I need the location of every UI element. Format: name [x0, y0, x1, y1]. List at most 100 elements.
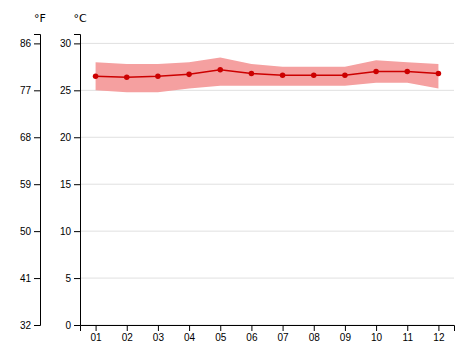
tick-mark [74, 231, 80, 232]
tick-label: 20 [60, 132, 72, 143]
tick-label: 41 [20, 273, 32, 284]
tick-label: 10 [60, 226, 72, 237]
marker [373, 69, 379, 75]
tick: 03 [153, 325, 165, 343]
tick-label: 02 [122, 332, 134, 343]
tick-mark [34, 184, 40, 185]
tick-label: 50 [20, 226, 32, 237]
tick-mark [438, 325, 439, 331]
chart: 0102030405060708091011120510152025303241… [0, 0, 474, 355]
marker [217, 67, 223, 73]
tick-label: 86 [20, 38, 32, 49]
grid-line [80, 43, 454, 44]
x-axis: 01 02 03 04 05 06 07 08 09 10 11 12 [81, 325, 455, 343]
tick-label: 25 [60, 85, 72, 96]
grid-line [80, 278, 454, 279]
tick: 25 [60, 85, 80, 96]
tick: 20 [60, 132, 80, 143]
tick-mark [74, 325, 80, 326]
tick-mark [74, 90, 80, 91]
grid-line [80, 231, 454, 232]
tick-label: 08 [309, 332, 321, 343]
tick-mark [314, 325, 315, 331]
tick-label: 15 [60, 179, 72, 190]
tick-label: 07 [278, 332, 290, 343]
tick: 30 [60, 38, 80, 49]
tick-label: 05 [215, 332, 227, 343]
tick: 11 [403, 325, 414, 343]
tick: 09 [340, 325, 352, 343]
tick-mark [34, 137, 40, 138]
tick-mark [251, 325, 252, 331]
tick-label: 01 [91, 332, 103, 343]
tick-label: 32 [20, 320, 32, 331]
axis-title: °C [73, 12, 87, 25]
marker [155, 73, 161, 79]
tick-mark [96, 325, 97, 331]
tick: 68 [20, 132, 40, 143]
tick: 0 [65, 320, 80, 331]
tick: 59 [20, 179, 40, 190]
y2-axis: 32 41 50 59 68 77 86 [20, 35, 41, 331]
tick: 02 [122, 325, 134, 343]
tick-label: 30 [60, 38, 72, 49]
tick: 04 [184, 325, 196, 343]
tick-label: 06 [246, 332, 258, 343]
marker [93, 73, 99, 79]
grid [80, 43, 454, 325]
tick: 06 [246, 325, 258, 343]
tick-mark [74, 278, 80, 279]
tick-mark [34, 231, 40, 232]
grid-line [80, 184, 454, 185]
tick: 10 [371, 325, 383, 343]
tick: 01 [91, 325, 103, 343]
tick: 12 [433, 325, 445, 343]
tick: 15 [60, 179, 80, 190]
tick-mark [34, 325, 40, 326]
marker [280, 73, 286, 79]
tick: 10 [60, 226, 80, 237]
tick-mark [283, 325, 284, 331]
tick-mark [220, 325, 221, 331]
tick: 08 [309, 325, 321, 343]
marker [436, 71, 442, 77]
tick-mark [345, 325, 346, 331]
tick-mark [158, 325, 159, 331]
tick-mark [74, 137, 80, 138]
tick-mark [189, 325, 190, 331]
marker [311, 73, 317, 79]
line [96, 70, 439, 78]
marker [342, 73, 348, 79]
axis-line [74, 35, 81, 326]
marker [186, 72, 192, 78]
tick-mark [376, 325, 377, 331]
tick-mark [407, 325, 408, 331]
tick: 77 [20, 85, 40, 96]
range-band [96, 57, 439, 92]
tick-label: 09 [340, 332, 352, 343]
tick-label: 77 [20, 85, 32, 96]
tick-mark [74, 43, 80, 44]
tick: 07 [278, 325, 290, 343]
axis-line [81, 326, 455, 332]
tick: 32 [20, 320, 40, 331]
tick-mark [74, 184, 80, 185]
marker [124, 74, 130, 80]
tick-mark [127, 325, 128, 331]
axis-title: °F [34, 12, 46, 25]
tick: 41 [20, 273, 40, 284]
tick: 5 [65, 273, 80, 284]
tick-label: 04 [184, 332, 196, 343]
tick-mark [34, 90, 40, 91]
tick-mark [34, 278, 40, 279]
tick: 05 [215, 325, 227, 343]
marks [93, 57, 441, 92]
tick-label: 11 [403, 332, 414, 343]
tick: 50 [20, 226, 40, 237]
tick-mark [34, 43, 40, 44]
grid-line [80, 137, 454, 138]
tick-label: 0 [65, 320, 71, 331]
marker [404, 69, 410, 75]
tick-label: 10 [371, 332, 383, 343]
marker [249, 71, 255, 77]
